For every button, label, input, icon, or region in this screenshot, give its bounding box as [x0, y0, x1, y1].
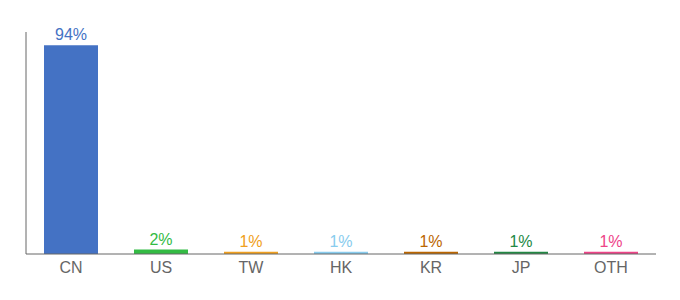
svg-text:TW: TW	[239, 259, 265, 276]
svg-text:1%: 1%	[599, 233, 622, 250]
svg-text:CN: CN	[59, 259, 82, 276]
svg-text:1%: 1%	[419, 233, 442, 250]
svg-text:US: US	[150, 259, 172, 276]
svg-text:JP: JP	[512, 259, 531, 276]
svg-text:2%: 2%	[149, 231, 172, 248]
svg-text:HK: HK	[330, 259, 353, 276]
svg-text:1%: 1%	[239, 233, 262, 250]
svg-text:1%: 1%	[509, 233, 532, 250]
svg-text:KR: KR	[420, 259, 442, 276]
svg-text:94%: 94%	[55, 26, 87, 43]
svg-text:1%: 1%	[329, 233, 352, 250]
svg-text:OTH: OTH	[594, 259, 628, 276]
